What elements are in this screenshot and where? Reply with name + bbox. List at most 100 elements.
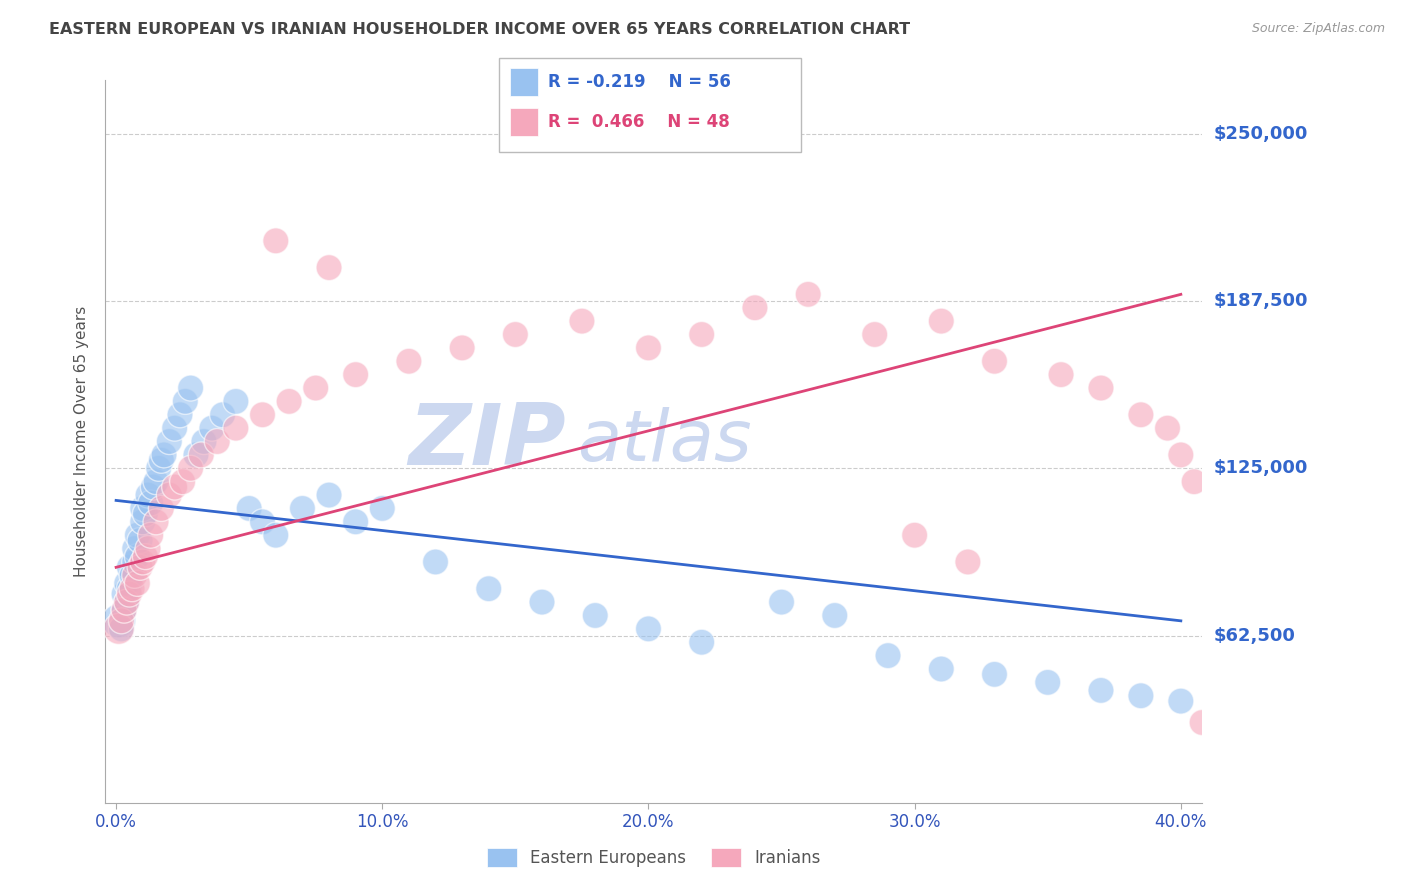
Point bbox=[184, 448, 207, 462]
Point bbox=[824, 608, 846, 623]
Point bbox=[1191, 715, 1213, 730]
Point bbox=[305, 381, 328, 395]
Point bbox=[571, 314, 593, 328]
Point bbox=[744, 301, 766, 315]
Text: $250,000: $250,000 bbox=[1213, 125, 1308, 143]
Point bbox=[278, 394, 301, 409]
Point bbox=[1156, 421, 1178, 435]
Point bbox=[252, 408, 274, 422]
Point bbox=[190, 448, 212, 462]
Text: $62,500: $62,500 bbox=[1213, 626, 1295, 645]
Point bbox=[1170, 448, 1192, 462]
Point bbox=[929, 662, 952, 676]
Point bbox=[157, 434, 180, 449]
Point bbox=[118, 582, 141, 596]
Point bbox=[163, 421, 186, 435]
Point bbox=[136, 541, 159, 556]
Point bbox=[1090, 683, 1112, 698]
Text: $125,000: $125,000 bbox=[1213, 459, 1308, 477]
Text: atlas: atlas bbox=[576, 407, 752, 476]
Text: R = -0.219    N = 56: R = -0.219 N = 56 bbox=[548, 73, 731, 91]
Point bbox=[451, 341, 474, 355]
Point bbox=[115, 595, 138, 609]
Point bbox=[956, 555, 979, 569]
Point bbox=[110, 614, 132, 628]
Point bbox=[797, 287, 820, 301]
Point bbox=[112, 603, 135, 617]
Point bbox=[163, 480, 186, 494]
Point bbox=[174, 394, 197, 409]
Point bbox=[983, 667, 1005, 681]
Point bbox=[180, 381, 202, 395]
Point bbox=[132, 515, 155, 529]
Point bbox=[124, 568, 146, 582]
Y-axis label: Householder Income Over 65 years: Householder Income Over 65 years bbox=[75, 306, 90, 577]
Point bbox=[136, 488, 159, 502]
Point bbox=[110, 622, 132, 636]
Point bbox=[134, 549, 156, 564]
Point bbox=[1170, 694, 1192, 708]
Text: $187,500: $187,500 bbox=[1213, 292, 1308, 310]
Point bbox=[770, 595, 793, 609]
Point bbox=[107, 622, 129, 636]
Point bbox=[398, 354, 420, 368]
Point bbox=[1050, 368, 1073, 382]
Point bbox=[583, 608, 606, 623]
Point bbox=[180, 461, 202, 475]
Point bbox=[139, 496, 162, 510]
Point bbox=[107, 614, 129, 628]
Point bbox=[124, 555, 146, 569]
Text: ZIP: ZIP bbox=[408, 400, 567, 483]
Point bbox=[148, 461, 170, 475]
Point bbox=[637, 622, 659, 636]
Point bbox=[145, 515, 167, 529]
Point bbox=[877, 648, 900, 663]
Point bbox=[134, 507, 156, 521]
Point bbox=[150, 501, 173, 516]
Point bbox=[118, 587, 141, 601]
Point bbox=[132, 555, 155, 569]
Point bbox=[252, 515, 274, 529]
Point bbox=[201, 421, 224, 435]
Point bbox=[193, 434, 215, 449]
Point bbox=[115, 595, 138, 609]
Point bbox=[1090, 381, 1112, 395]
Point bbox=[1036, 675, 1059, 690]
Point bbox=[127, 576, 149, 591]
Point bbox=[169, 408, 191, 422]
Point bbox=[371, 501, 394, 516]
Point bbox=[153, 448, 176, 462]
Point bbox=[118, 560, 141, 574]
Point bbox=[172, 475, 194, 489]
Point bbox=[225, 394, 247, 409]
Text: Source: ZipAtlas.com: Source: ZipAtlas.com bbox=[1251, 22, 1385, 36]
Point bbox=[1182, 475, 1205, 489]
Point bbox=[690, 327, 713, 342]
Point bbox=[929, 314, 952, 328]
Point bbox=[225, 421, 247, 435]
Point bbox=[425, 555, 447, 569]
Point bbox=[291, 501, 314, 516]
Point bbox=[121, 582, 143, 596]
Point bbox=[690, 635, 713, 649]
Point bbox=[637, 341, 659, 355]
Point bbox=[983, 354, 1005, 368]
Point bbox=[344, 368, 367, 382]
Point bbox=[863, 327, 886, 342]
Point bbox=[139, 528, 162, 542]
Point bbox=[157, 488, 180, 502]
Point bbox=[478, 582, 501, 596]
Point bbox=[1129, 408, 1152, 422]
Point bbox=[238, 501, 260, 516]
Point bbox=[344, 515, 367, 529]
Point bbox=[129, 533, 152, 548]
Point bbox=[904, 528, 927, 542]
Point bbox=[129, 560, 152, 574]
Point bbox=[115, 576, 138, 591]
Point bbox=[112, 603, 135, 617]
Point bbox=[112, 587, 135, 601]
Point bbox=[264, 234, 287, 248]
Point bbox=[318, 488, 340, 502]
Point bbox=[264, 528, 287, 542]
Legend: Eastern Europeans, Iranians: Eastern Europeans, Iranians bbox=[479, 841, 828, 874]
